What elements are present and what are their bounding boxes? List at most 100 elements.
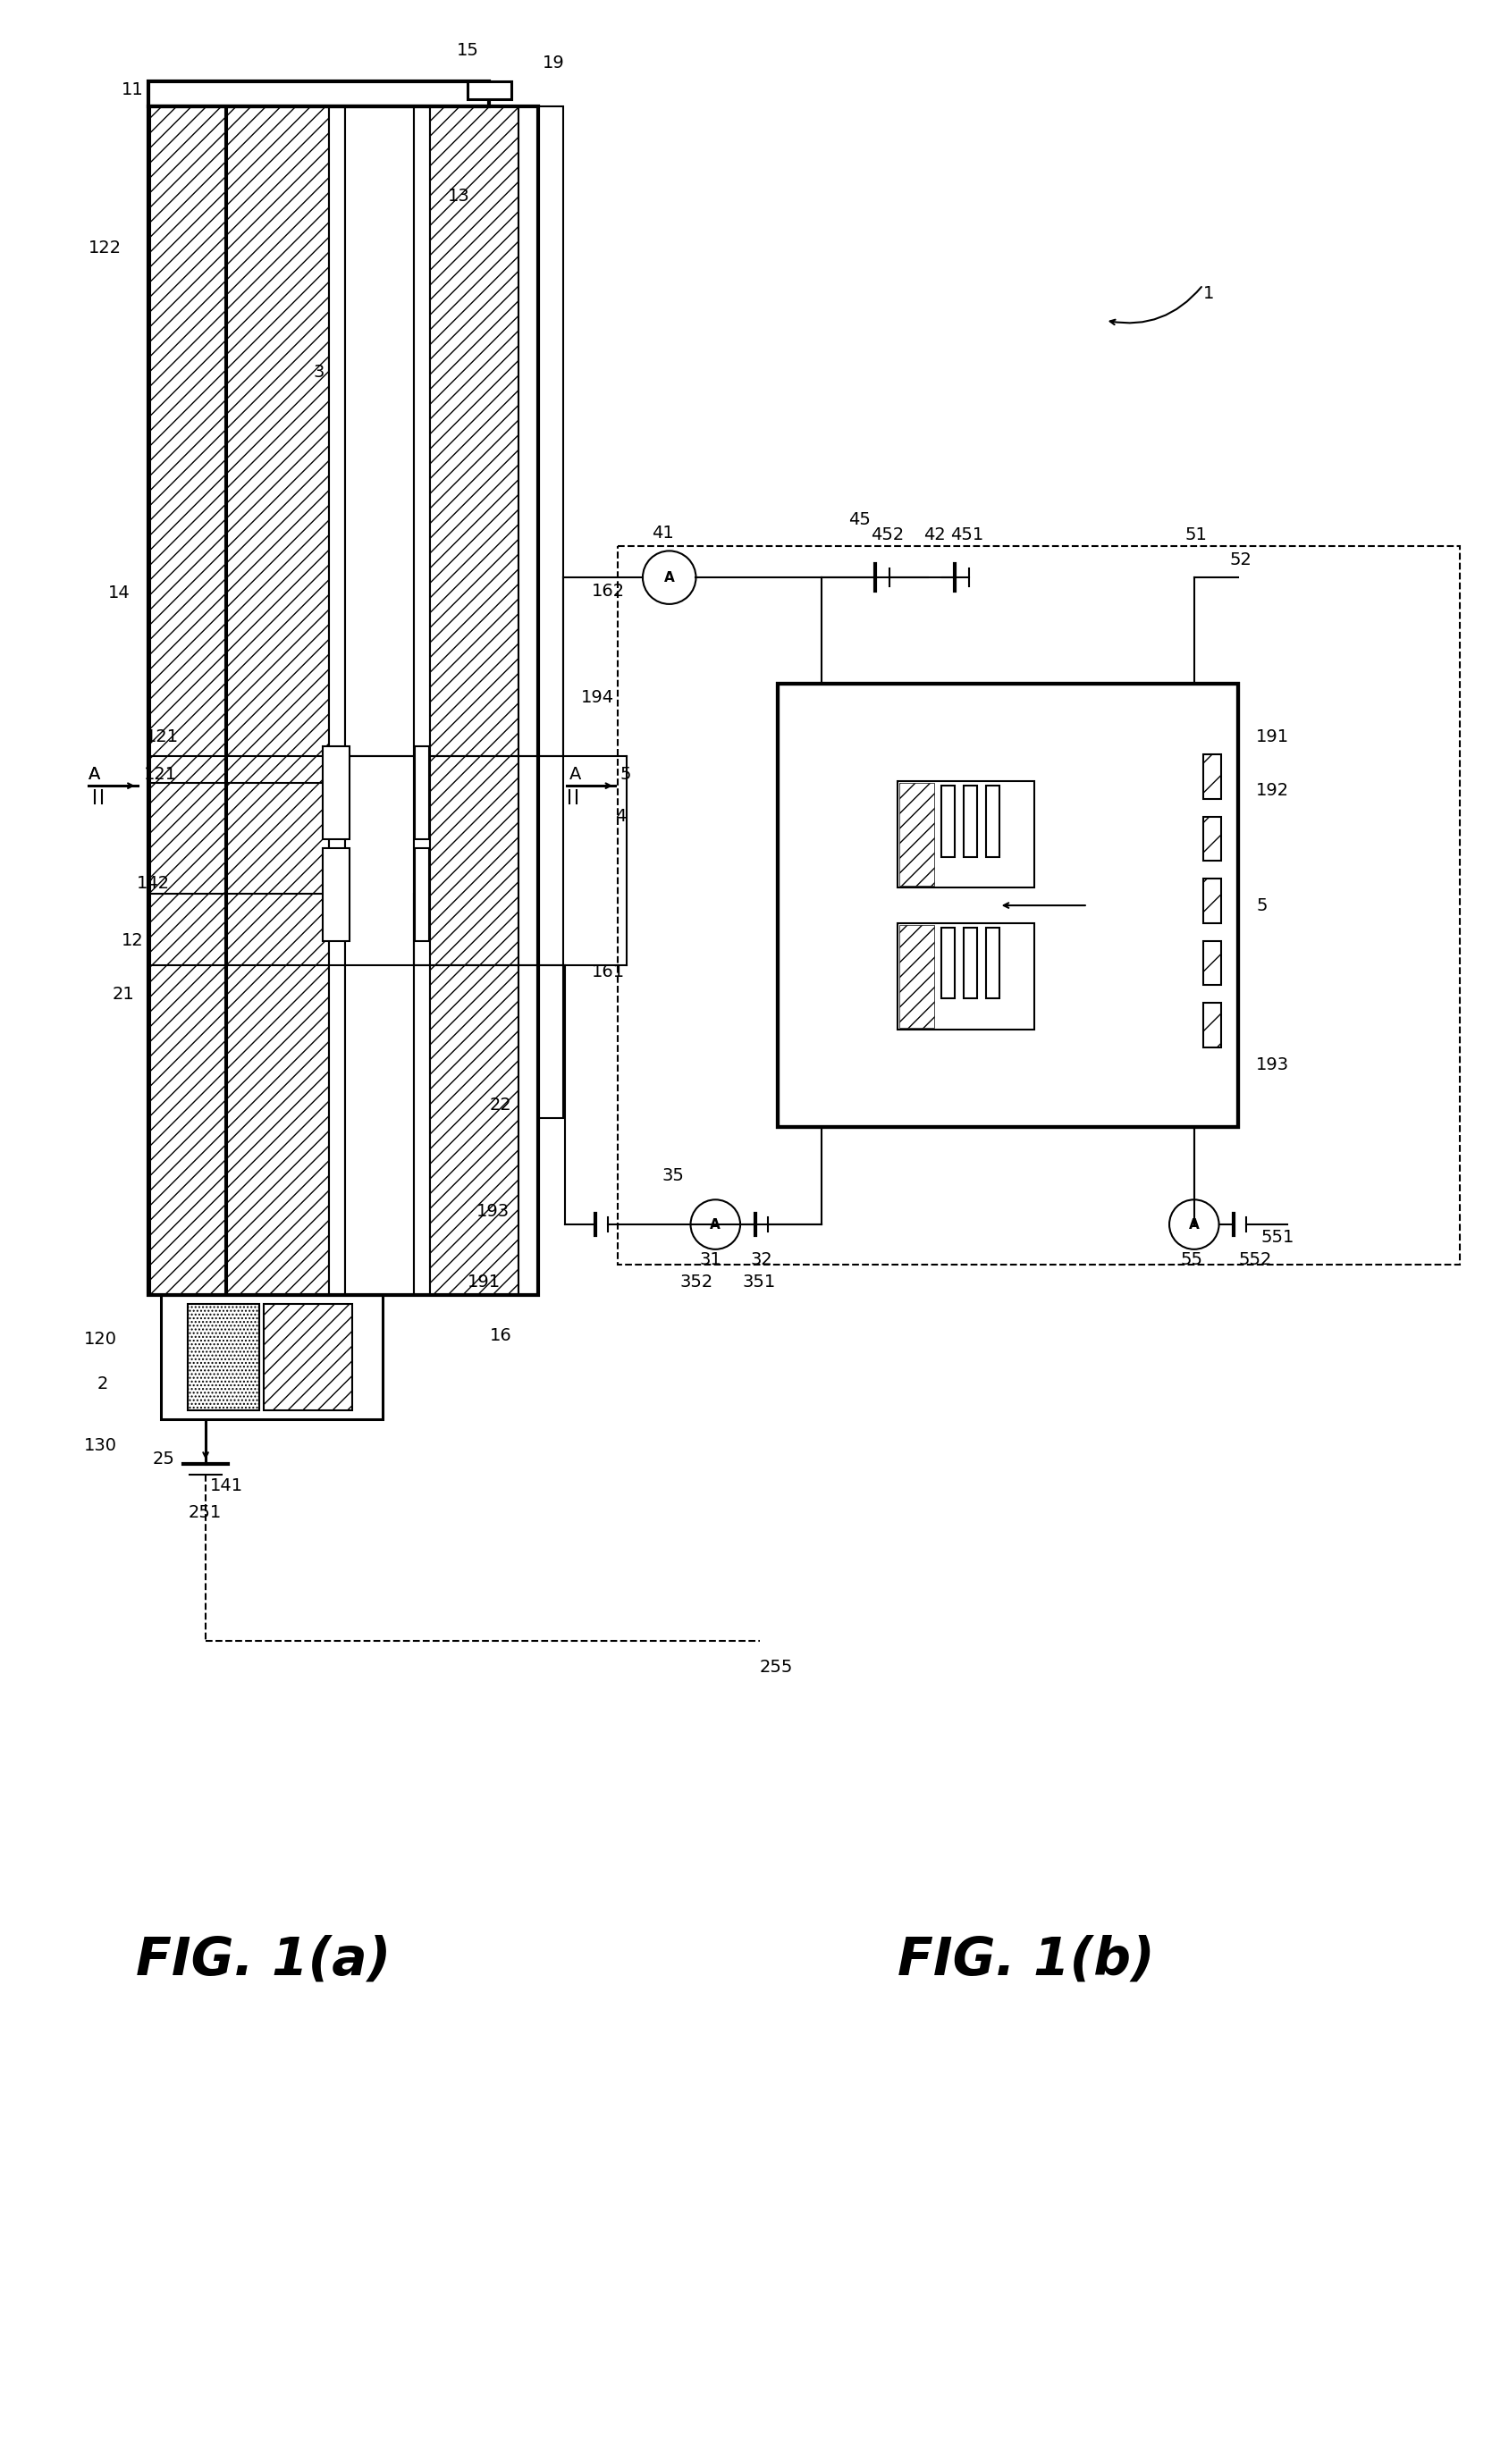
Text: 51: 51: [1185, 527, 1207, 545]
Text: A: A: [568, 766, 580, 784]
Bar: [930, 687, 944, 1124]
Bar: [322, 747, 349, 838]
Bar: [941, 786, 955, 857]
Bar: [897, 781, 1034, 887]
Text: 255: 255: [759, 1658, 794, 1676]
Text: 552: 552: [1238, 1252, 1271, 1269]
Text: 191: 191: [1256, 729, 1289, 747]
Text: 130: 130: [84, 1437, 116, 1454]
Bar: [782, 687, 897, 1124]
Text: 13: 13: [448, 187, 470, 205]
Bar: [328, 106, 345, 1296]
Bar: [941, 926, 955, 998]
Bar: [161, 1296, 383, 1419]
Bar: [539, 106, 562, 1119]
Text: A: A: [88, 766, 100, 784]
Text: 352: 352: [680, 1274, 713, 1291]
Bar: [986, 926, 1000, 998]
Bar: [1203, 1003, 1220, 1047]
Text: 55: 55: [1180, 1252, 1203, 1269]
Bar: [467, 81, 512, 99]
Text: 2: 2: [97, 1375, 107, 1392]
Text: 5: 5: [619, 766, 631, 784]
Bar: [188, 1303, 260, 1409]
Text: 45: 45: [849, 513, 871, 527]
Bar: [148, 106, 539, 1296]
Text: 21: 21: [112, 986, 134, 1003]
Text: FIG. 1(a): FIG. 1(a): [136, 1934, 391, 1986]
Text: 12: 12: [121, 931, 143, 949]
Text: 22: 22: [489, 1096, 512, 1114]
Text: FIG. 1(b): FIG. 1(b): [897, 1934, 1155, 1986]
Text: 52: 52: [1229, 552, 1252, 569]
Bar: [1034, 687, 1050, 1124]
Bar: [263, 1303, 352, 1409]
Text: 141: 141: [210, 1478, 243, 1493]
Bar: [986, 786, 1000, 857]
Bar: [430, 106, 519, 1296]
Text: 14: 14: [109, 584, 130, 601]
Bar: [777, 685, 1238, 1126]
Text: 15: 15: [457, 42, 479, 59]
Bar: [897, 687, 913, 1124]
Text: 11: 11: [121, 81, 143, 99]
Text: 121: 121: [146, 729, 179, 747]
Bar: [519, 106, 539, 1296]
Text: 42: 42: [924, 527, 946, 545]
Bar: [1165, 687, 1201, 1124]
Text: A: A: [710, 1217, 721, 1232]
Bar: [898, 784, 934, 887]
Text: A: A: [88, 766, 100, 784]
Text: 551: 551: [1261, 1230, 1294, 1247]
Bar: [897, 924, 1034, 1030]
Text: 451: 451: [950, 527, 983, 545]
Bar: [227, 106, 328, 1296]
Text: 120: 120: [84, 1331, 116, 1348]
Text: 1: 1: [1203, 286, 1214, 303]
Bar: [618, 547, 1461, 1264]
Text: 41: 41: [652, 525, 674, 542]
Text: 25: 25: [152, 1451, 175, 1469]
Text: 35: 35: [662, 1168, 685, 1185]
Text: 31: 31: [700, 1252, 722, 1269]
Bar: [1203, 754, 1220, 798]
Text: 142: 142: [137, 875, 170, 892]
Text: 193: 193: [476, 1202, 509, 1220]
Bar: [898, 924, 934, 1027]
Text: 194: 194: [580, 687, 613, 705]
Bar: [1050, 687, 1165, 1124]
Bar: [964, 926, 977, 998]
Bar: [913, 687, 930, 1124]
Text: 122: 122: [88, 239, 121, 256]
Bar: [413, 106, 430, 1296]
Bar: [345, 106, 413, 1296]
Bar: [1203, 816, 1220, 860]
Bar: [149, 106, 225, 1296]
Bar: [1201, 687, 1226, 1124]
Bar: [148, 81, 489, 106]
Text: 161: 161: [591, 963, 625, 981]
Text: 16: 16: [489, 1326, 512, 1343]
Bar: [415, 848, 430, 941]
Bar: [1203, 941, 1220, 986]
Text: A: A: [1189, 1217, 1200, 1232]
Text: 251: 251: [188, 1503, 221, 1520]
Text: 19: 19: [543, 54, 564, 71]
Text: 121: 121: [143, 766, 178, 784]
Bar: [944, 687, 1034, 1124]
Bar: [777, 685, 1238, 1126]
Text: 5: 5: [1256, 897, 1267, 914]
Text: 452: 452: [870, 527, 904, 545]
Bar: [1203, 880, 1220, 924]
Text: 351: 351: [742, 1274, 776, 1291]
Text: 191: 191: [467, 1274, 500, 1291]
Text: 193: 193: [1256, 1057, 1289, 1074]
Text: 32: 32: [750, 1252, 773, 1269]
Text: 3: 3: [313, 362, 324, 379]
Bar: [964, 786, 977, 857]
Text: 192: 192: [1256, 781, 1289, 798]
Bar: [415, 747, 430, 838]
Text: 162: 162: [591, 582, 625, 599]
Text: A: A: [664, 572, 674, 584]
Bar: [322, 848, 349, 941]
